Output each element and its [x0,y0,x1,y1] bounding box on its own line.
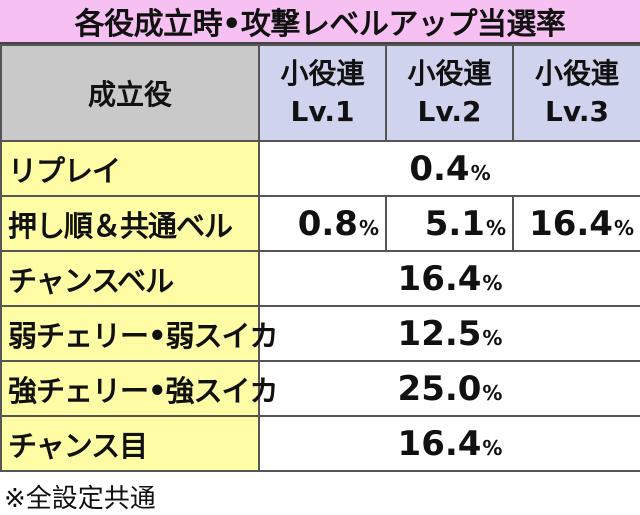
row-label: 弱チェリー•弱スイカ [0,305,279,362]
value-number: 16.4 [529,203,613,244]
value-unit: % [470,160,491,185]
page-title: 各役成立時•攻撃レベルアップ当選率 [0,0,640,44]
table-row: 弱チェリー•弱スイカ 12.5% [0,305,640,362]
column-header-lv1: 小役連 Lv.1 [258,44,387,142]
value-number: 0.4 [409,148,470,189]
value-number: 5.1 [424,203,485,244]
row-value: 16.4% [258,250,640,307]
value-unit: % [482,435,503,460]
row-value: 0.4% [258,140,640,197]
table-row: 押し順＆共通ベル 0.8% 5.1% 16.4% [0,195,640,252]
footnote: ※全設定共通 [4,484,156,514]
header-row: 成立役 小役連 Lv.1 小役連 Lv.2 小役連 Lv.3 [0,44,640,142]
row-label: リプレイ [0,140,260,197]
row-value: 12.5% [258,305,640,362]
role-header: 成立役 [0,44,260,142]
table-row: チャンス目 16.4% [0,415,640,472]
value-number: 12.5 [397,313,482,354]
row-label: チャンスベル [0,250,260,307]
value-unit: % [482,380,503,405]
row-value-lv2: 5.1% [385,195,514,252]
probability-table: 成立役 小役連 Lv.1 小役連 Lv.2 小役連 Lv.3 リプレイ 0.4%… [0,44,640,472]
value-unit: % [482,325,503,350]
value-unit: % [482,270,503,295]
row-label: 強チェリー•強スイカ [0,360,279,417]
value-number: 0.8 [297,203,358,244]
row-label: 押し順＆共通ベル [0,195,260,252]
row-value: 25.0% [258,360,640,417]
column-header-level: Lv.2 [417,95,482,128]
column-header-lv2: 小役連 Lv.2 [385,44,514,142]
value-number: 16.4 [397,423,482,464]
row-value: 16.4% [258,415,640,472]
value-unit: % [613,215,634,240]
row-value-lv1: 0.8% [258,195,387,252]
value-number: 16.4 [397,258,482,299]
value-unit: % [358,215,379,240]
table-row: リプレイ 0.4% [0,140,640,197]
column-header-name: 小役連 [407,57,492,90]
value-unit: % [485,215,506,240]
row-value-lv3: 16.4% [512,195,640,252]
column-header-level: Lv.3 [545,95,609,128]
value-number: 25.0 [397,368,482,409]
column-header-lv3: 小役連 Lv.3 [512,44,640,142]
column-header-name: 小役連 [280,57,365,90]
row-label: チャンス目 [0,415,260,472]
table-row: チャンスベル 16.4% [0,250,640,307]
column-header-name: 小役連 [534,57,619,90]
table-row: 強チェリー•強スイカ 25.0% [0,360,640,417]
column-header-level: Lv.1 [290,95,355,128]
